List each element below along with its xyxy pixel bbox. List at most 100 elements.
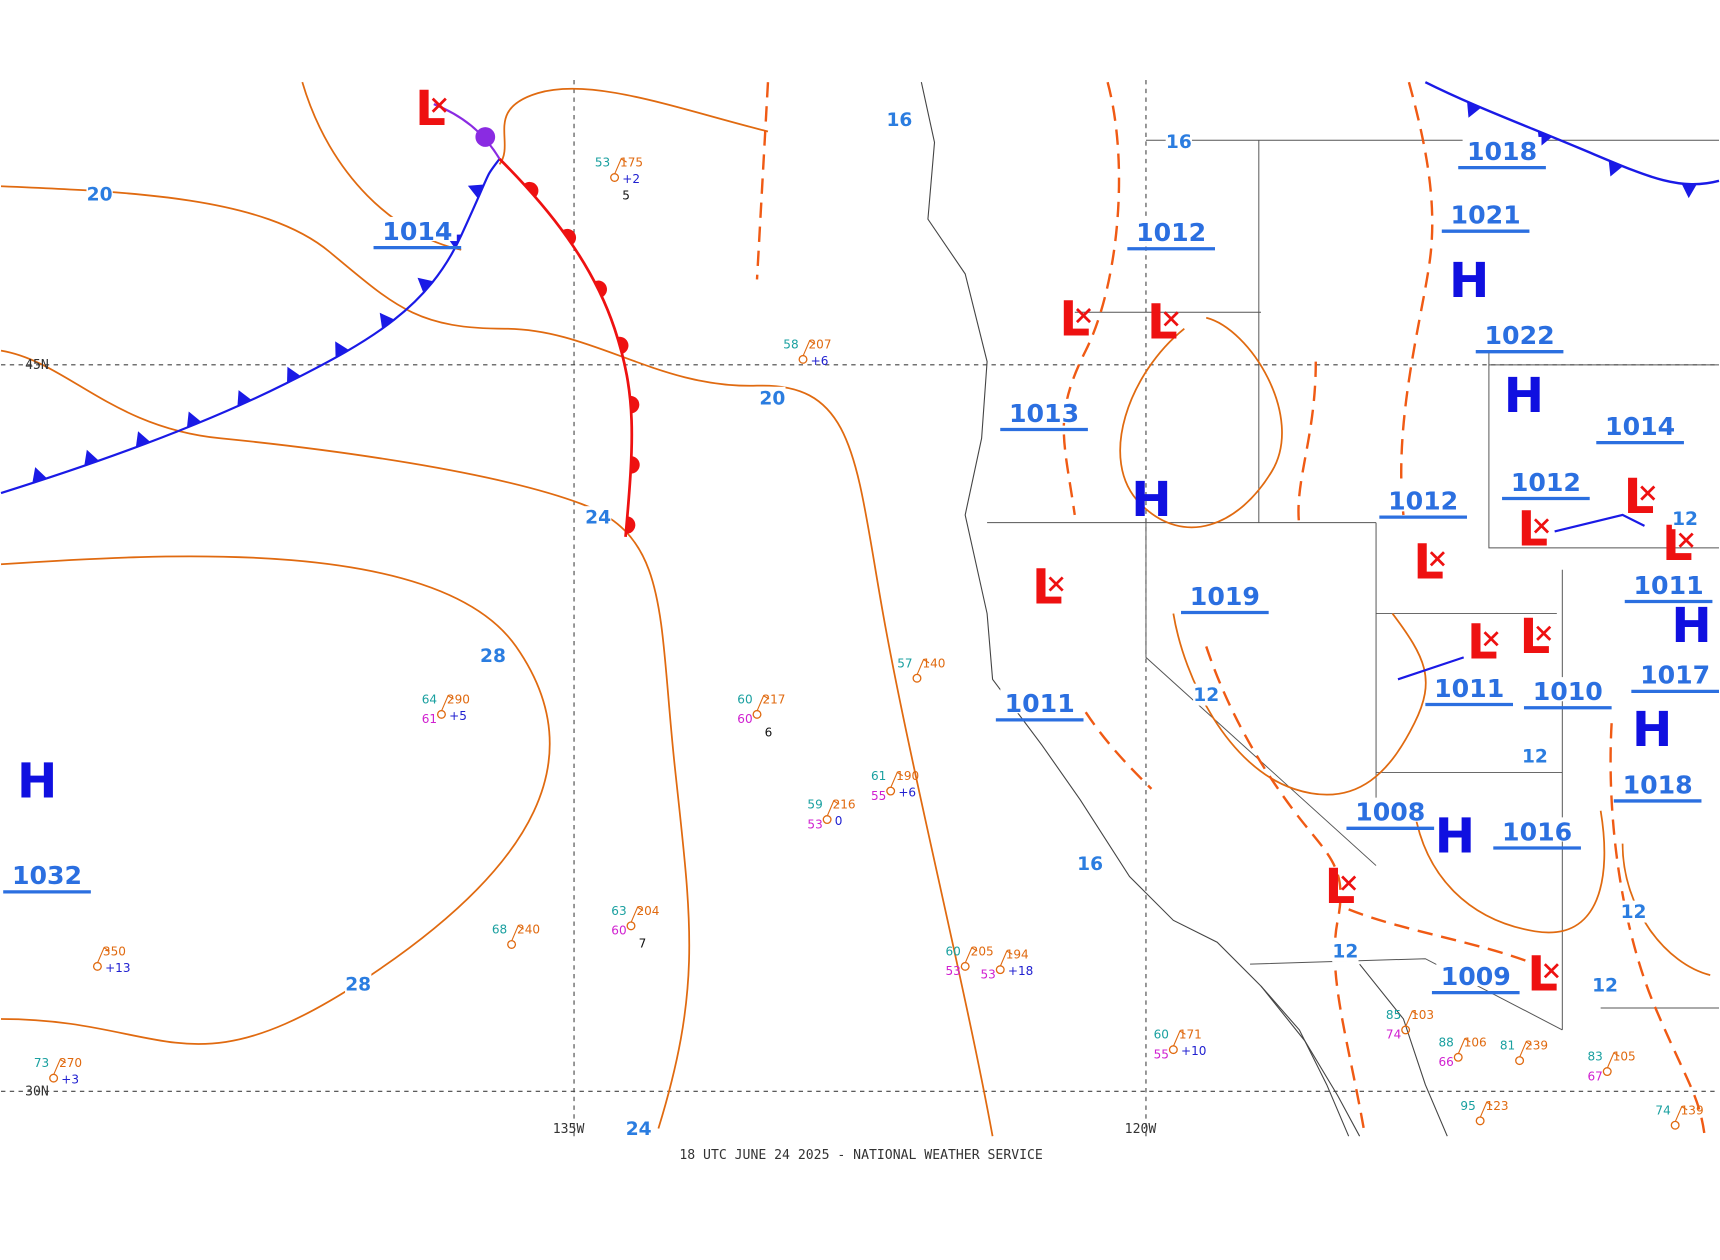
station-c: 0: [835, 814, 843, 828]
label-bg: [759, 386, 786, 409]
isobar: [0, 185, 994, 1137]
low-center: L: [1147, 295, 1178, 351]
label-bg: [584, 506, 612, 529]
front-symbol: [1681, 183, 1697, 199]
label-bg: [1004, 398, 1084, 423]
low-center: L: [415, 81, 446, 137]
label-bg: [1185, 581, 1265, 606]
wind-barb: [630, 906, 644, 923]
wind-barb: [614, 158, 627, 175]
label-bg: [1497, 817, 1577, 842]
station-t: 81: [1500, 1039, 1515, 1053]
station-plot: 95 123: [1460, 1099, 1509, 1126]
front-symbol: [84, 449, 99, 466]
label-bg: [1436, 961, 1516, 987]
wind-barb: [1606, 1052, 1620, 1069]
isobar-label: 16: [1166, 132, 1192, 153]
low-center: L: [1032, 560, 1063, 616]
low-marker: [1543, 963, 1559, 979]
label-bg: [1528, 677, 1608, 702]
pressure-label: 1016: [1502, 817, 1572, 846]
isobar-label: 12: [1621, 902, 1647, 923]
wind-barb: [999, 950, 1013, 967]
station-c: +13: [105, 961, 130, 975]
station-plot: 74 139: [1655, 1103, 1704, 1130]
station-t: 58: [783, 337, 798, 351]
label-bg: [1000, 689, 1080, 714]
wind-barb: [802, 339, 816, 357]
pressure-label: 1014: [382, 217, 452, 246]
high-center: H: [1131, 472, 1171, 528]
station-plot: 53 175 +2 5: [595, 156, 643, 203]
station-t: 60: [945, 944, 960, 958]
station-plot: 85 103 74: [1386, 1008, 1434, 1042]
station-d: 53: [945, 964, 960, 978]
station-d: 53: [981, 967, 996, 981]
grid-label: 45N: [25, 358, 49, 373]
station-t: 60: [1154, 1028, 1169, 1042]
station-p: 139: [1681, 1103, 1704, 1117]
wind-barb: [916, 658, 930, 676]
station-c: +3: [61, 1073, 79, 1087]
station-t: 57: [897, 656, 912, 670]
front-symbol: [379, 312, 395, 329]
isobar-label: 28: [480, 646, 506, 667]
front-symbol: [629, 395, 640, 414]
pressure-label: 1011: [1634, 571, 1704, 600]
station-plot: 60 217 60 6: [737, 692, 785, 739]
occluded-front-symbol: [475, 127, 496, 147]
isobar: [498, 87, 769, 165]
trough: [1062, 81, 1121, 516]
station-t: 61: [871, 769, 886, 783]
isobar-label: 20: [87, 185, 113, 206]
station-d: 74: [1386, 1028, 1401, 1042]
wind-barb: [440, 694, 454, 712]
station-p: 106: [1464, 1035, 1487, 1049]
label-bg: [886, 108, 913, 131]
label-bg: [1506, 467, 1586, 492]
isobar: [1621, 843, 1711, 976]
front-symbol: [135, 431, 151, 448]
isobar-label: 12: [1522, 747, 1548, 768]
station-t: 60: [737, 692, 752, 706]
station-t: 63: [611, 904, 626, 918]
pressure-label: 1032: [12, 861, 82, 890]
label-bg: [86, 182, 113, 205]
station-plot: 88 106 66: [1438, 1035, 1486, 1069]
isobar-label: 12: [1672, 509, 1698, 530]
station-c: +10: [1181, 1044, 1206, 1058]
isobar-label: 28: [345, 974, 371, 995]
station-p: 140: [922, 656, 945, 670]
pressure-label: 1021: [1451, 201, 1521, 230]
label-bg: [1618, 770, 1698, 795]
low-center: L: [1059, 291, 1090, 347]
label-bg: [377, 216, 457, 242]
station-t: 85: [1386, 1008, 1401, 1022]
low-marker: [1533, 518, 1550, 534]
low-marker: [1341, 875, 1357, 891]
label-bg: [479, 644, 507, 667]
station-t: 88: [1438, 1035, 1453, 1049]
station-plot: 68 240: [492, 922, 540, 949]
station-plot: 57 140: [897, 656, 945, 683]
isobar-label: 24: [626, 1119, 652, 1140]
isobars: [0, 81, 1711, 1137]
label-bg: [1446, 200, 1526, 225]
station-d: 61: [422, 712, 437, 726]
low-marker: [1048, 576, 1064, 592]
label-bg: [1600, 411, 1680, 437]
front-symbol: [1467, 101, 1482, 118]
station-c: +6: [811, 354, 829, 368]
low-center: L: [1325, 859, 1356, 915]
station-plot: 59 216 0 53: [807, 798, 855, 832]
pressure-label: 1012: [1511, 468, 1581, 497]
station-plot: 73 270 +3: [34, 1056, 82, 1086]
wind-barb: [96, 946, 110, 964]
station-t: 59: [807, 798, 822, 812]
low-marker: [1678, 532, 1694, 548]
warm-front: [498, 157, 634, 537]
station-p: 205: [971, 944, 994, 958]
pressure-label: 1013: [1009, 399, 1079, 428]
trough: [755, 82, 770, 280]
